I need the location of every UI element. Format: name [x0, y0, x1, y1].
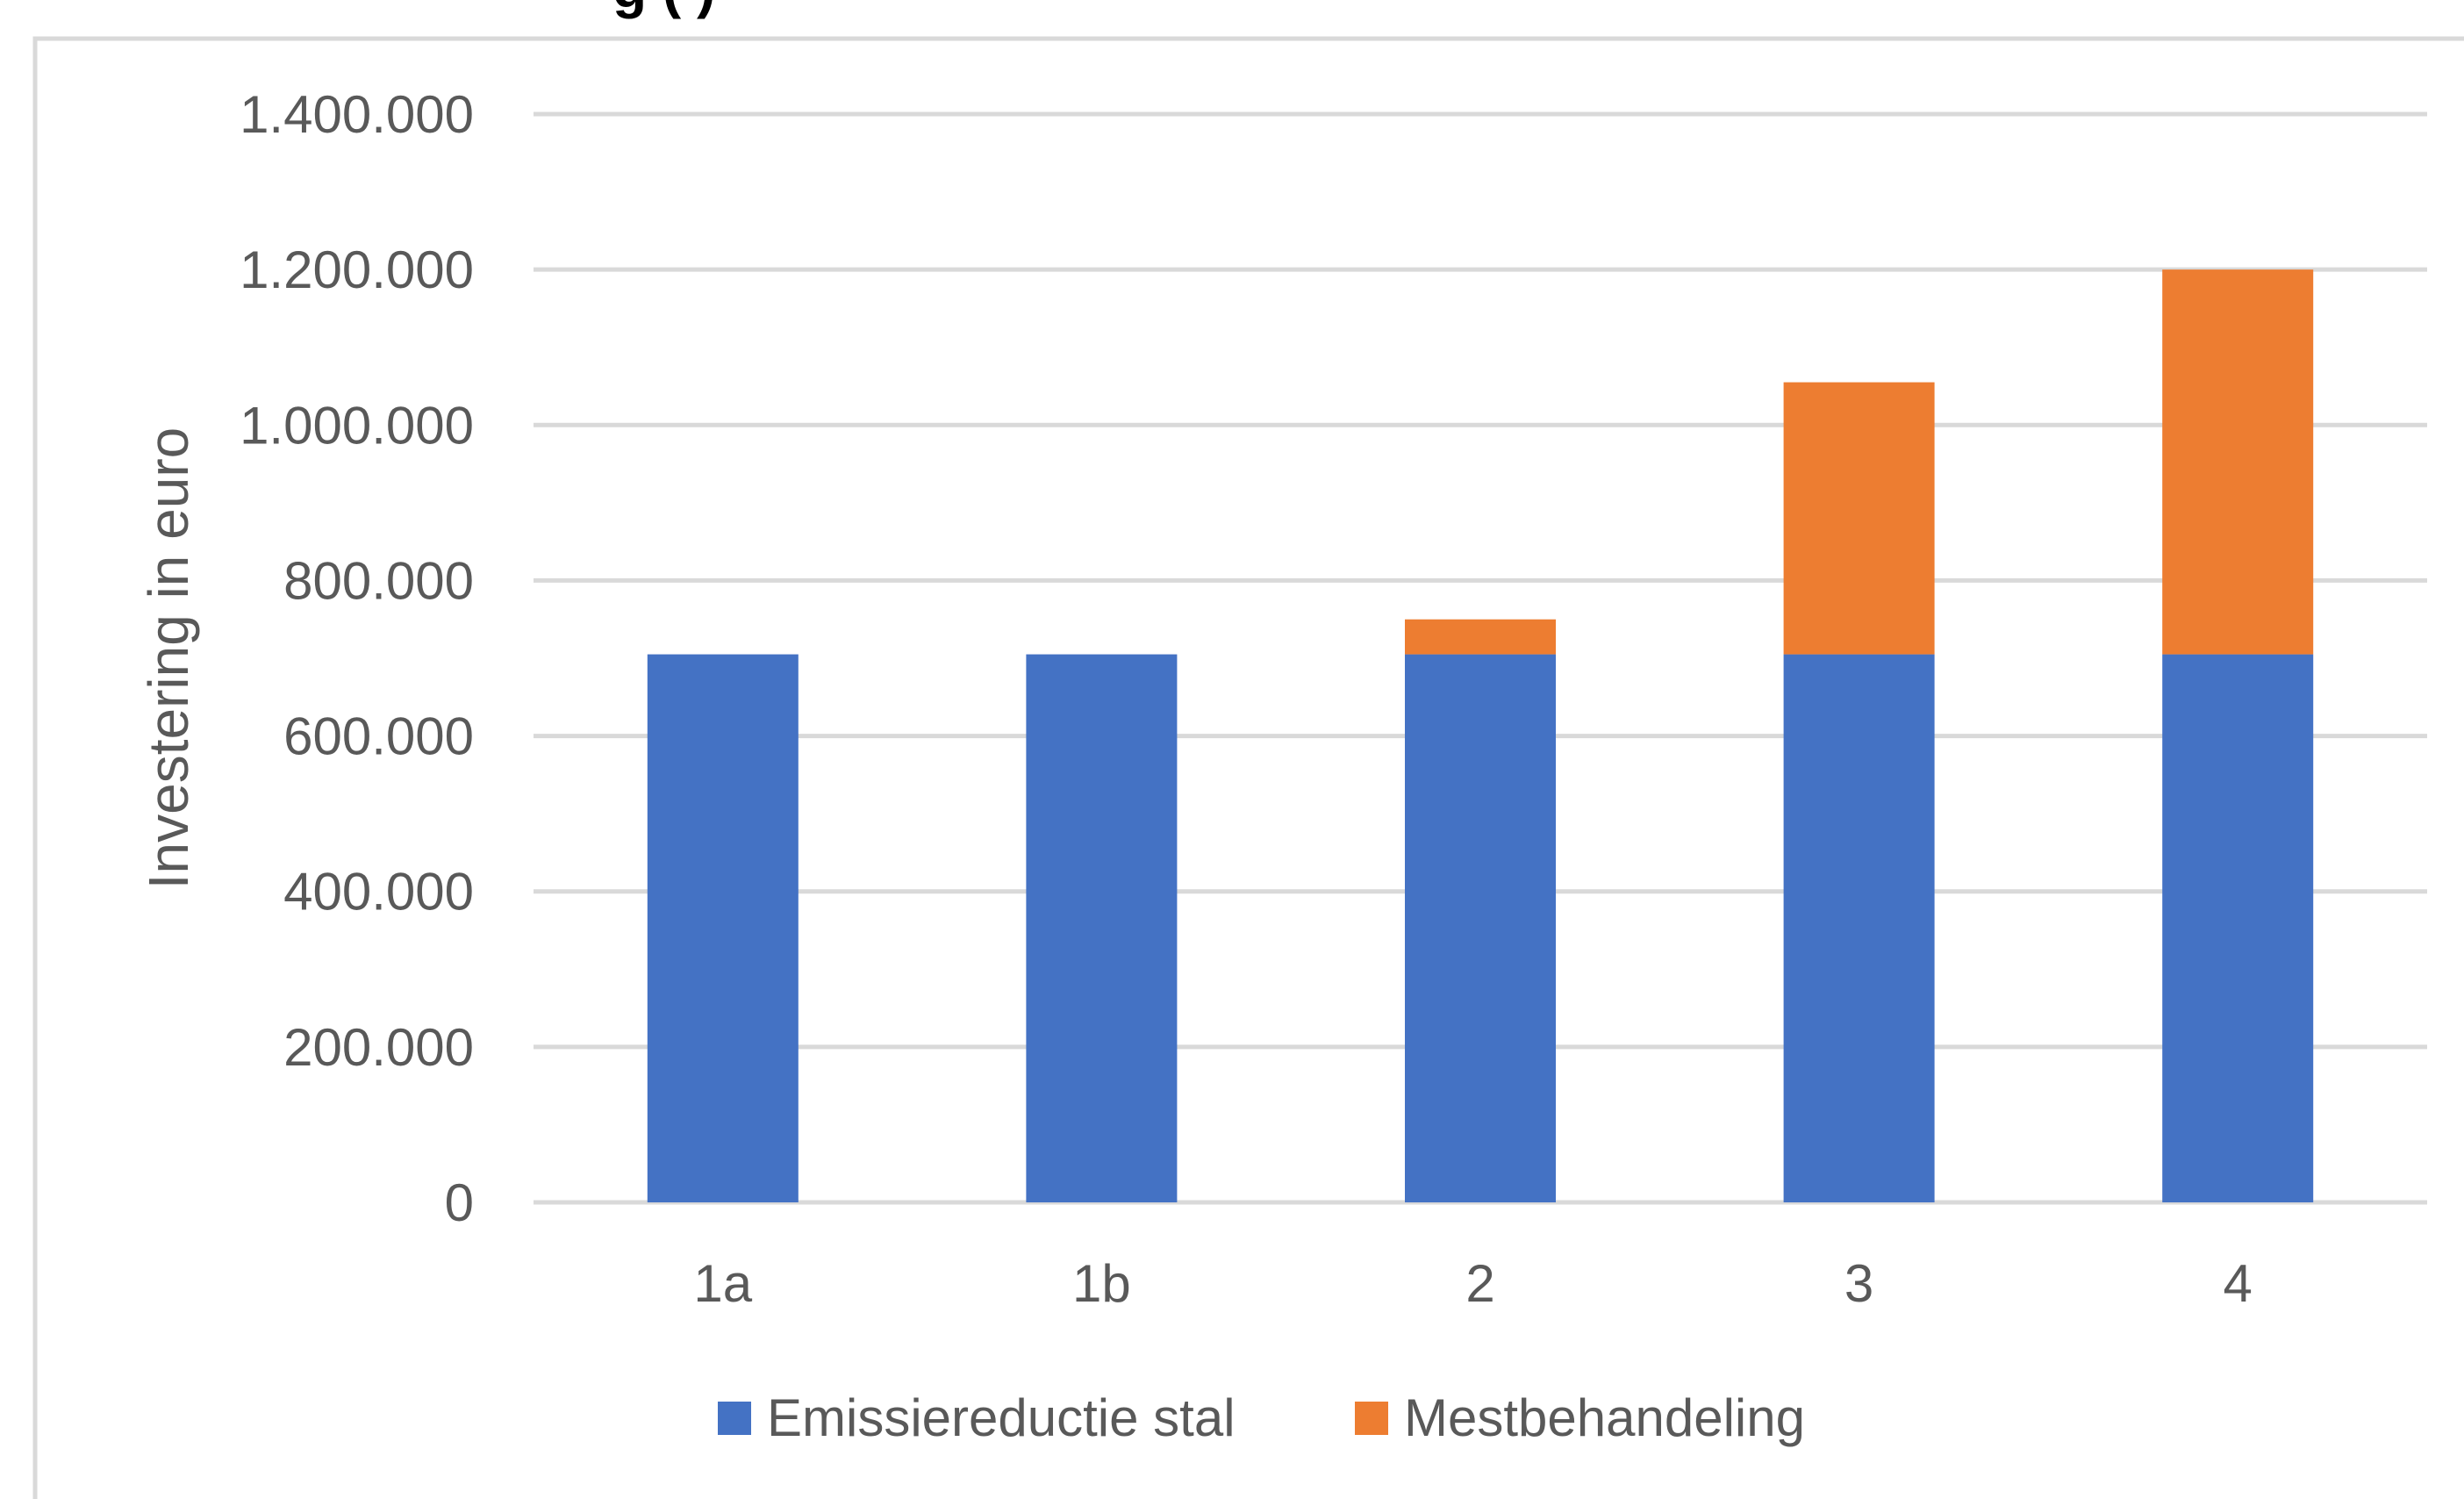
y-tick-label-0: 0 [445, 1173, 474, 1232]
bar-1a-series-0 [647, 654, 799, 1202]
bar-2-series-1 [1405, 619, 1556, 655]
chart-title: g ( ) [612, 0, 715, 19]
x-tick-label-2: 2 [1465, 1254, 1494, 1313]
y-tick-label-6: 1.200.000 [240, 240, 474, 299]
legend-swatch-mestbehandeling [1355, 1402, 1388, 1435]
bars [647, 269, 2314, 1202]
legend-label-mestbehandeling: Mestbehandeling [1404, 1388, 1805, 1447]
x-tick-label-1a: 1a [693, 1254, 752, 1313]
legend: Emissiereductie stal Mestbehandeling [718, 1388, 1805, 1447]
y-tick-label-3: 600.000 [283, 707, 474, 766]
bar-3-series-0 [1783, 654, 1935, 1202]
bar-3-series-1 [1783, 382, 1935, 655]
x-tick-label-1b: 1b [1072, 1254, 1131, 1313]
chart-frame [32, 36, 2464, 1499]
y-axis-title: Investering in euro [137, 427, 200, 890]
bar-4-series-1 [2162, 269, 2314, 655]
legend-swatch-emissiereductie-stal [718, 1402, 751, 1435]
bar-1b-series-0 [1026, 654, 1178, 1202]
x-axis-ticks: 1a 1b 2 3 4 [693, 1254, 2252, 1313]
y-axis-ticks: 0 200.000 400.000 600.000 800.000 1.000.000 1.… [240, 85, 474, 1232]
y-tick-label-7: 1.400.000 [240, 85, 474, 144]
legend-label-emissiereductie-stal: Emissiereductie stal [767, 1388, 1236, 1447]
bar-4-series-0 [2162, 654, 2314, 1202]
bar-2-series-0 [1405, 654, 1556, 1202]
y-tick-label-5: 1.000.000 [240, 396, 474, 455]
x-tick-label-4: 4 [2224, 1254, 2253, 1313]
x-tick-label-3: 3 [1844, 1254, 1873, 1313]
y-tick-label-1: 200.000 [283, 1018, 474, 1077]
y-tick-label-2: 400.000 [283, 863, 474, 922]
y-tick-label-4: 800.000 [283, 551, 474, 610]
